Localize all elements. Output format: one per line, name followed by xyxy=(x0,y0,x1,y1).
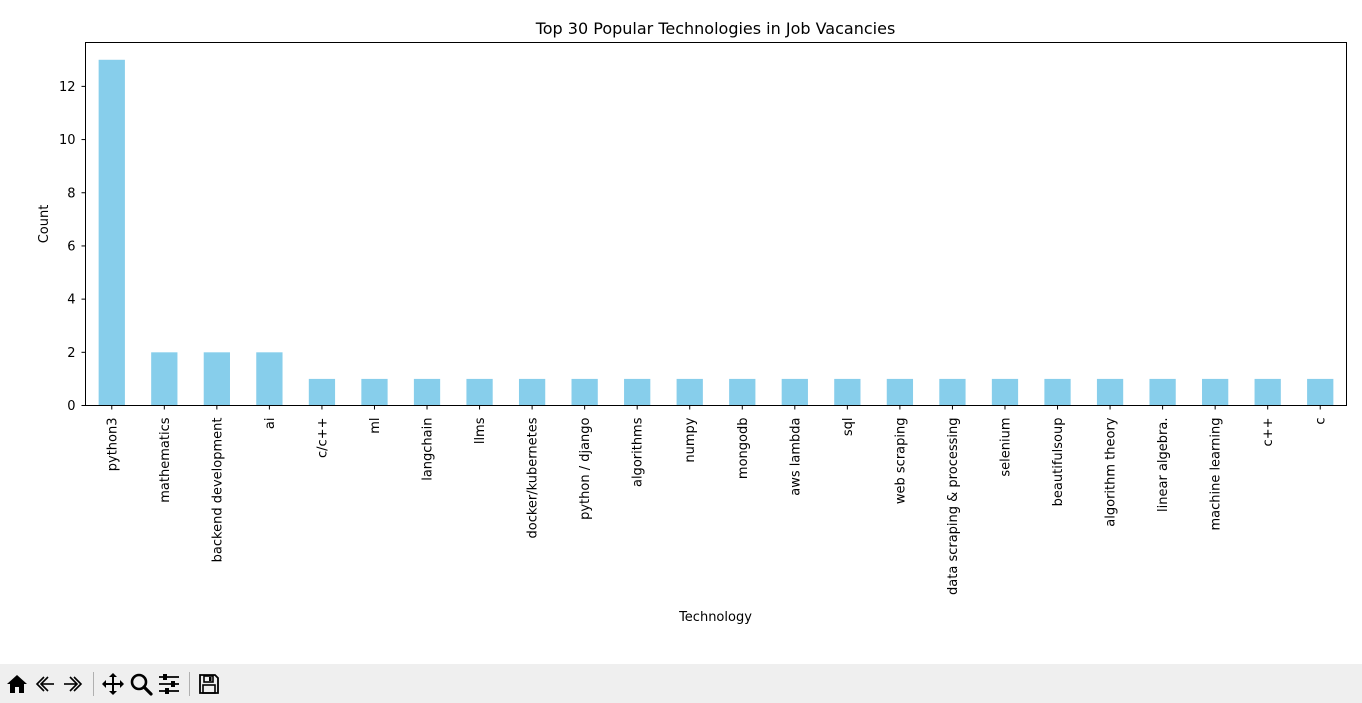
y-tick-label: 10 xyxy=(59,133,76,148)
x-tick-label: langchain xyxy=(421,418,436,481)
x-tick-label: beautifulsoup xyxy=(1051,418,1066,507)
x-tick-label: machine learning xyxy=(1209,418,1224,531)
bar-5 xyxy=(361,378,388,406)
x-tick-label: algorithms xyxy=(631,417,646,487)
bar-22 xyxy=(1254,378,1281,406)
configure-subplots-button[interactable] xyxy=(156,670,182,698)
bar-15 xyxy=(886,378,914,406)
bar-23 xyxy=(1307,378,1334,406)
x-tick-label: mongodb xyxy=(736,418,751,480)
save-button[interactable] xyxy=(196,670,222,698)
x-tick-label: c/c++ xyxy=(315,418,330,458)
x-tick-label: linear algebra. xyxy=(1156,418,1171,512)
bar-1 xyxy=(151,352,178,406)
zoom-icon xyxy=(130,673,153,696)
plot-frame xyxy=(85,42,1347,406)
bar-14 xyxy=(834,378,861,406)
bar-18 xyxy=(1044,378,1071,406)
bars-group xyxy=(98,59,1334,406)
chart-title: Top 30 Popular Technologies in Job Vacan… xyxy=(535,19,896,38)
x-tick-label: python / django xyxy=(578,417,593,519)
y-tick-label: 2 xyxy=(67,346,75,361)
bar-0 xyxy=(98,59,125,406)
x-tick-label: docker/kubernetes xyxy=(526,417,541,538)
bar-6 xyxy=(413,378,441,406)
pan-icon xyxy=(102,672,124,695)
x-tick-label: c++ xyxy=(1261,418,1276,447)
bar-12 xyxy=(729,378,756,406)
x-axis: python3 mathematics backend development ai c… xyxy=(105,405,1329,595)
y-tick-label: 6 xyxy=(67,239,75,254)
bar-9 xyxy=(571,378,598,406)
zoom-button[interactable] xyxy=(128,670,154,698)
bar-chart: Top 30 Popular Technologies in Job Vacan… xyxy=(37,19,1347,625)
x-tick-label: mathematics xyxy=(158,417,173,502)
x-tick-label: data scraping & processing xyxy=(946,418,961,595)
configure-subplots-icon xyxy=(159,673,179,694)
home-icon xyxy=(7,674,27,693)
bar-19 xyxy=(1096,378,1124,406)
x-axis-label: Technology xyxy=(678,610,752,625)
x-tick-label: ai xyxy=(263,418,278,430)
x-tick-label: algorithm theory xyxy=(1104,417,1119,527)
save-icon xyxy=(199,673,219,694)
bar-20 xyxy=(1149,378,1176,406)
figure-canvas: Top 30 Popular Technologies in Job Vacan… xyxy=(37,19,1347,625)
bar-16 xyxy=(939,378,966,406)
back-icon xyxy=(35,675,54,692)
x-tick-label: backend development xyxy=(210,418,225,563)
forward-icon xyxy=(64,675,83,692)
x-tick-label: python3 xyxy=(105,418,120,472)
bar-11 xyxy=(676,378,703,406)
home-button[interactable] xyxy=(4,670,30,698)
y-tick-label: 0 xyxy=(67,399,75,414)
navigation-toolbar xyxy=(0,664,1362,703)
bar-17 xyxy=(991,378,1019,406)
bar-3 xyxy=(256,352,283,406)
x-tick-label: sql xyxy=(841,418,856,437)
pan-button[interactable] xyxy=(100,670,126,698)
bar-4 xyxy=(308,378,336,406)
bar-13 xyxy=(781,378,808,406)
toolbar-separator xyxy=(189,671,190,696)
back-button[interactable] xyxy=(32,670,58,698)
y-tick-label: 4 xyxy=(67,293,75,308)
bar-2 xyxy=(203,352,230,406)
x-tick-label: llms xyxy=(473,417,488,444)
bar-10 xyxy=(624,378,651,406)
x-tick-label: aws lambda xyxy=(788,418,803,496)
x-tick-label: ml xyxy=(368,418,383,434)
x-tick-label: c xyxy=(1314,418,1329,425)
y-axis-label: Count xyxy=(37,205,52,244)
bar-7 xyxy=(466,378,493,406)
forward-button[interactable] xyxy=(60,670,86,698)
y-tick-label: 12 xyxy=(59,80,76,95)
y-axis: 0 2 4 6 8 10 12 xyxy=(59,80,86,414)
x-tick-label: numpy xyxy=(683,417,698,462)
toolbar-separator xyxy=(93,671,94,696)
bar-8 xyxy=(518,378,546,406)
bar-21 xyxy=(1202,378,1229,406)
x-tick-label: selenium xyxy=(998,418,1013,477)
x-tick-label: web scraping xyxy=(893,418,908,505)
y-tick-label: 8 xyxy=(67,186,75,201)
